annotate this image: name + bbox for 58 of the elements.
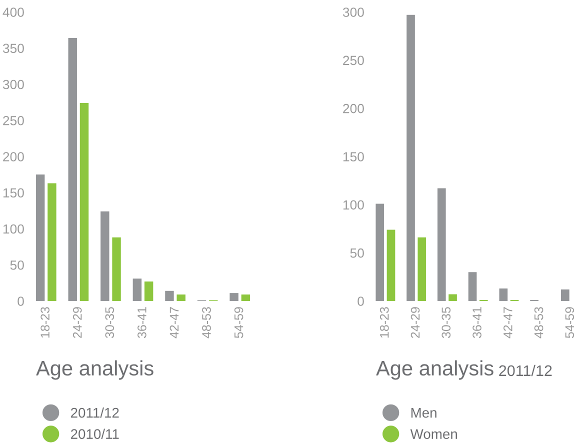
y-tick-label: 150: [343, 152, 364, 162]
x-tick-label: 54-59: [565, 307, 574, 338]
legend-label: 2010/11: [70, 428, 119, 439]
y-tick-label: 150: [3, 188, 24, 198]
x-tick-label: 42-47: [170, 307, 179, 338]
bar: [561, 289, 570, 301]
bar: [241, 294, 250, 301]
x-tick-label: 30-35: [105, 307, 114, 338]
x-tick-label: 54-59: [234, 307, 244, 338]
text: Age analysis: [36, 360, 154, 380]
y-tick-label: 200: [3, 152, 24, 162]
legend-label: Men: [411, 408, 436, 418]
bar: [48, 183, 56, 301]
x-tick-label: 48-53: [534, 307, 544, 338]
bar: [144, 281, 154, 301]
bar: [230, 293, 238, 301]
bar: [448, 294, 457, 301]
bar: [36, 174, 45, 301]
bar: [418, 237, 426, 301]
x-tick-label: 48-53: [202, 307, 211, 338]
bar: [386, 230, 396, 301]
text: 2011/12: [499, 364, 552, 376]
bar: [376, 204, 384, 301]
x-tick-label: 24-29: [72, 307, 82, 338]
x-tick-label: 30-35: [442, 307, 451, 338]
y-tick-label: 250: [3, 116, 24, 126]
y-tick-label: 50: [10, 260, 24, 270]
bar: [406, 14, 415, 301]
text: Age analysis: [376, 360, 494, 380]
y-tick-label: 300: [2, 80, 24, 90]
bar: [80, 103, 89, 301]
x-tick-label: 18-23: [380, 307, 389, 338]
bar: [165, 290, 174, 301]
y-tick-label: 250: [343, 56, 364, 66]
bar: [132, 278, 142, 301]
y-tick-label: 200: [343, 104, 364, 114]
x-tick-label: 42-47: [503, 307, 512, 338]
bar: [68, 38, 77, 301]
y-tick-label: 0: [358, 296, 364, 306]
bar: [176, 294, 186, 301]
y-tick-label: 300: [342, 8, 364, 17]
bar: [499, 288, 508, 301]
y-tick-label: 100: [3, 224, 24, 234]
legend-label: Women: [410, 429, 457, 439]
y-tick-label: 100: [343, 200, 364, 210]
bar: [437, 188, 446, 301]
bar: [112, 237, 121, 301]
x-tick-label: 18-23: [40, 307, 50, 338]
x-tick-label: 36-41: [138, 307, 146, 338]
legend-label: 2011/12: [70, 408, 119, 418]
bar: [100, 211, 110, 301]
y-tick-label: 0: [18, 296, 24, 306]
x-tick-label: 36-41: [472, 307, 482, 338]
y-tick-label: 50: [350, 248, 364, 258]
y-tick-label: 400: [2, 8, 24, 17]
x-tick-label: 24-29: [410, 307, 420, 338]
bar: [468, 272, 477, 301]
y-tick-label: 350: [2, 44, 24, 54]
